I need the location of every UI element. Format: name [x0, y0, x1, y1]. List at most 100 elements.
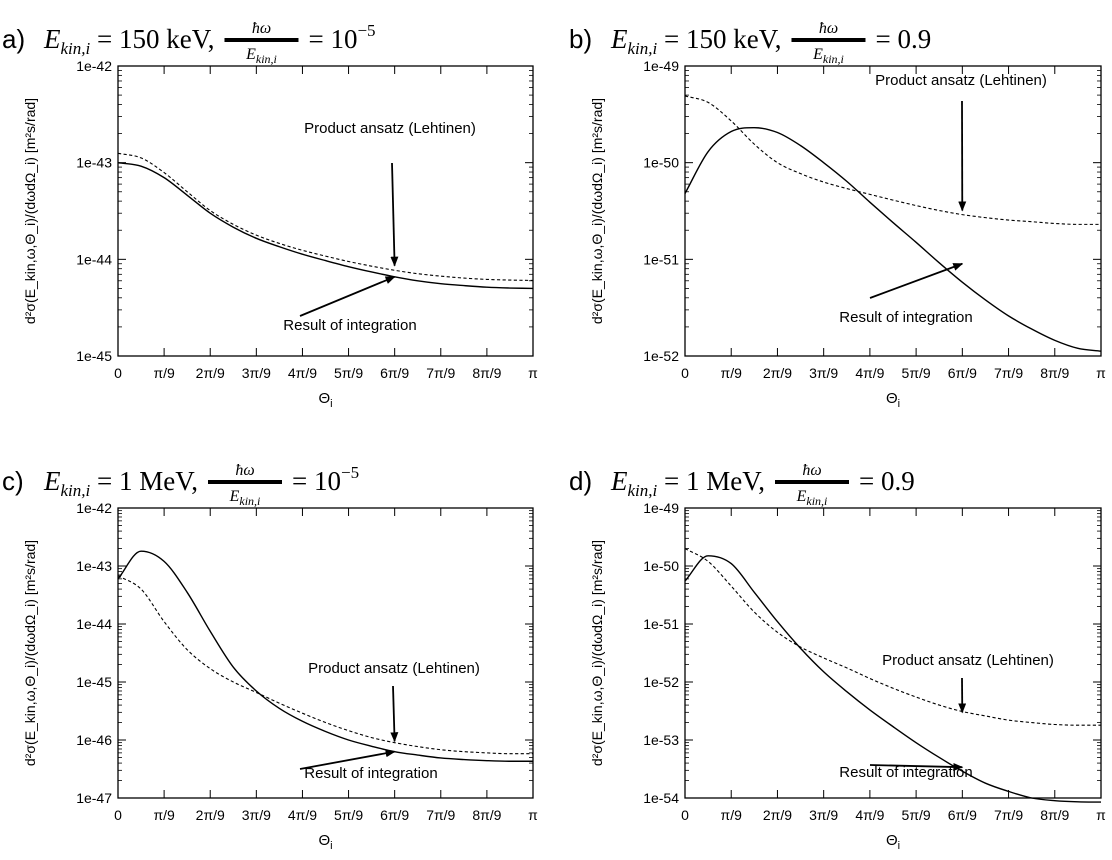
- x-tick-label: π: [1096, 807, 1106, 823]
- y-tick-label: 1e-49: [643, 500, 679, 516]
- annotation-product-ansatz: Product ansatz (Lehtinen): [308, 660, 480, 677]
- y-tick-label: 1e-52: [643, 348, 679, 364]
- x-tick-label: π: [1096, 365, 1106, 381]
- energy-expression: Ekin,i = 1 MeV,: [610, 466, 765, 500]
- y-tick-label: 1e-44: [76, 251, 112, 267]
- plot-frame: [684, 65, 1102, 357]
- panel-letter: d): [569, 466, 592, 496]
- y-tick-label: 1e-45: [76, 348, 112, 364]
- x-tick-label: 7π/9: [426, 807, 455, 823]
- x-tick-label: 5π/9: [902, 807, 931, 823]
- series-line-result-of-integration: [117, 161, 534, 290]
- annotation-product-ansatz: Product ansatz (Lehtinen): [882, 652, 1054, 669]
- x-tick-label: 4π/9: [855, 807, 884, 823]
- panel-title: c) Ekin,i = 1 MeV, ħω Ekin,i = 10−5: [2, 462, 359, 508]
- ratio-numerator: ħω: [802, 462, 821, 479]
- x-tick-label: 8π/9: [472, 365, 501, 381]
- chart-panel-d: d) Ekin,i = 1 MeV, ħω Ekin,i = 0.9 1e-54 1e-53…: [569, 462, 1106, 852]
- annotation-result-of-integration: Result of integration: [283, 317, 416, 334]
- x-tick-label: 6π/9: [380, 807, 409, 823]
- x-axis-label: Θi: [318, 390, 332, 410]
- plot-frame: [684, 507, 1102, 799]
- y-tick-label: 1e-46: [76, 732, 112, 748]
- annotation-product-ansatz: Product ansatz (Lehtinen): [304, 120, 476, 137]
- x-tick-label: 4π/9: [855, 365, 884, 381]
- x-tick-label: 3π/9: [809, 807, 838, 823]
- x-tick-label: 0: [114, 807, 122, 823]
- series-line-product-ansatz: [684, 95, 1101, 225]
- panel-letter: a): [2, 24, 25, 54]
- series-line-product-ansatz: [117, 575, 533, 755]
- y-tick-label: 1e-49: [643, 58, 679, 74]
- annotation-arrow: [869, 762, 964, 771]
- y-axis-label: d²σ(E_kin,ω,Θ_i)/(dωdΩ_i) [m²s/rad]: [589, 98, 605, 324]
- series-line-result-of-integration: [684, 555, 1102, 803]
- x-tick-label: 5π/9: [902, 365, 931, 381]
- y-tick-label: 1e-51: [643, 251, 679, 267]
- x-tick-label: π/9: [153, 365, 175, 381]
- panel-title: d) Ekin,i = 1 MeV, ħω Ekin,i = 0.9: [569, 462, 915, 508]
- x-axis-label: Θi: [318, 832, 332, 852]
- y-tick-label: 1e-53: [643, 732, 679, 748]
- x-tick-label: 6π/9: [380, 365, 409, 381]
- y-tick-label: 1e-44: [76, 616, 112, 632]
- x-tick-label: 3π/9: [242, 807, 271, 823]
- x-tick-label: 0: [681, 365, 689, 381]
- x-tick-label: π: [528, 807, 538, 823]
- series-line-product-ansatz: [117, 152, 534, 281]
- x-tick-label: 5π/9: [334, 807, 363, 823]
- x-tick-label: π/9: [721, 807, 743, 823]
- annotation-result-of-integration: Result of integration: [304, 765, 437, 782]
- x-tick-label: 5π/9: [334, 365, 363, 381]
- fraction-bar: [208, 480, 282, 484]
- energy-expression: Ekin,i = 150 keV,: [43, 24, 214, 58]
- x-tick-label: 2π/9: [763, 365, 792, 381]
- y-tick-label: 1e-54: [643, 790, 679, 806]
- series-line-product-ansatz: [684, 548, 1101, 726]
- x-tick-label: 7π/9: [994, 365, 1023, 381]
- annotation-arrow: [390, 685, 399, 743]
- x-tick-label: 8π/9: [472, 807, 501, 823]
- x-tick-label: 7π/9: [426, 365, 455, 381]
- y-tick-label: 1e-43: [76, 558, 112, 574]
- y-tick-label: 1e-43: [76, 155, 112, 171]
- ratio-value: = 10−5: [292, 463, 359, 496]
- chart-panel-b: b) Ekin,i = 150 keV, ħω Ekin,i = 0.9 1e-52 1e-…: [569, 20, 1106, 410]
- y-axis-label: d²σ(E_kin,ω,Θ_i)/(dωdΩ_i) [m²s/rad]: [22, 98, 38, 324]
- ratio-value: = 0.9: [859, 466, 915, 496]
- y-axis-label: d²σ(E_kin,ω,Θ_i)/(dωdΩ_i) [m²s/rad]: [22, 540, 38, 766]
- y-tick-label: 1e-45: [76, 674, 112, 690]
- fraction-bar: [775, 480, 849, 484]
- chart-panel-a: a) Ekin,i = 150 keV, ħω Ekin,i = 10−5 1e-45 1e…: [2, 20, 538, 410]
- plot-frame: [117, 65, 534, 357]
- panel-letter: c): [2, 466, 24, 496]
- y-tick-label: 1e-50: [643, 155, 679, 171]
- energy-expression: Ekin,i = 1 MeV,: [43, 466, 198, 500]
- chart-panel-c: c) Ekin,i = 1 MeV, ħω Ekin,i = 10−5 1e-47 1e-4…: [2, 462, 538, 852]
- annotation-product-ansatz: Product ansatz (Lehtinen): [875, 72, 1047, 89]
- x-tick-label: 8π/9: [1040, 365, 1069, 381]
- panel-title: b) Ekin,i = 150 keV, ħω Ekin,i = 0.9: [569, 20, 931, 66]
- annotation-arrow: [299, 749, 396, 770]
- x-tick-label: 6π/9: [948, 365, 977, 381]
- ratio-denominator: Ekin,i: [812, 46, 844, 66]
- plot-frame: [117, 507, 534, 799]
- energy-expression: Ekin,i = 150 keV,: [610, 24, 781, 58]
- fraction-bar: [791, 38, 866, 42]
- ratio-denominator: Ekin,i: [229, 488, 261, 508]
- x-tick-label: 7π/9: [994, 807, 1023, 823]
- ratio-numerator: ħω: [252, 20, 271, 37]
- panel-letter: b): [569, 24, 592, 54]
- y-axis-label: d²σ(E_kin,ω,Θ_i)/(dωdΩ_i) [m²s/rad]: [589, 540, 605, 766]
- fraction-bar: [224, 38, 299, 42]
- x-tick-label: π: [528, 365, 538, 381]
- ratio-numerator: ħω: [819, 20, 838, 37]
- series-line-result-of-integration: [117, 550, 533, 762]
- y-tick-label: 1e-52: [643, 674, 679, 690]
- y-tick-label: 1e-51: [643, 616, 679, 632]
- x-tick-label: π/9: [721, 365, 743, 381]
- ratio-value: = 10−5: [308, 21, 375, 54]
- annotation-result-of-integration: Result of integration: [839, 764, 972, 781]
- ratio-denominator: Ekin,i: [245, 46, 277, 66]
